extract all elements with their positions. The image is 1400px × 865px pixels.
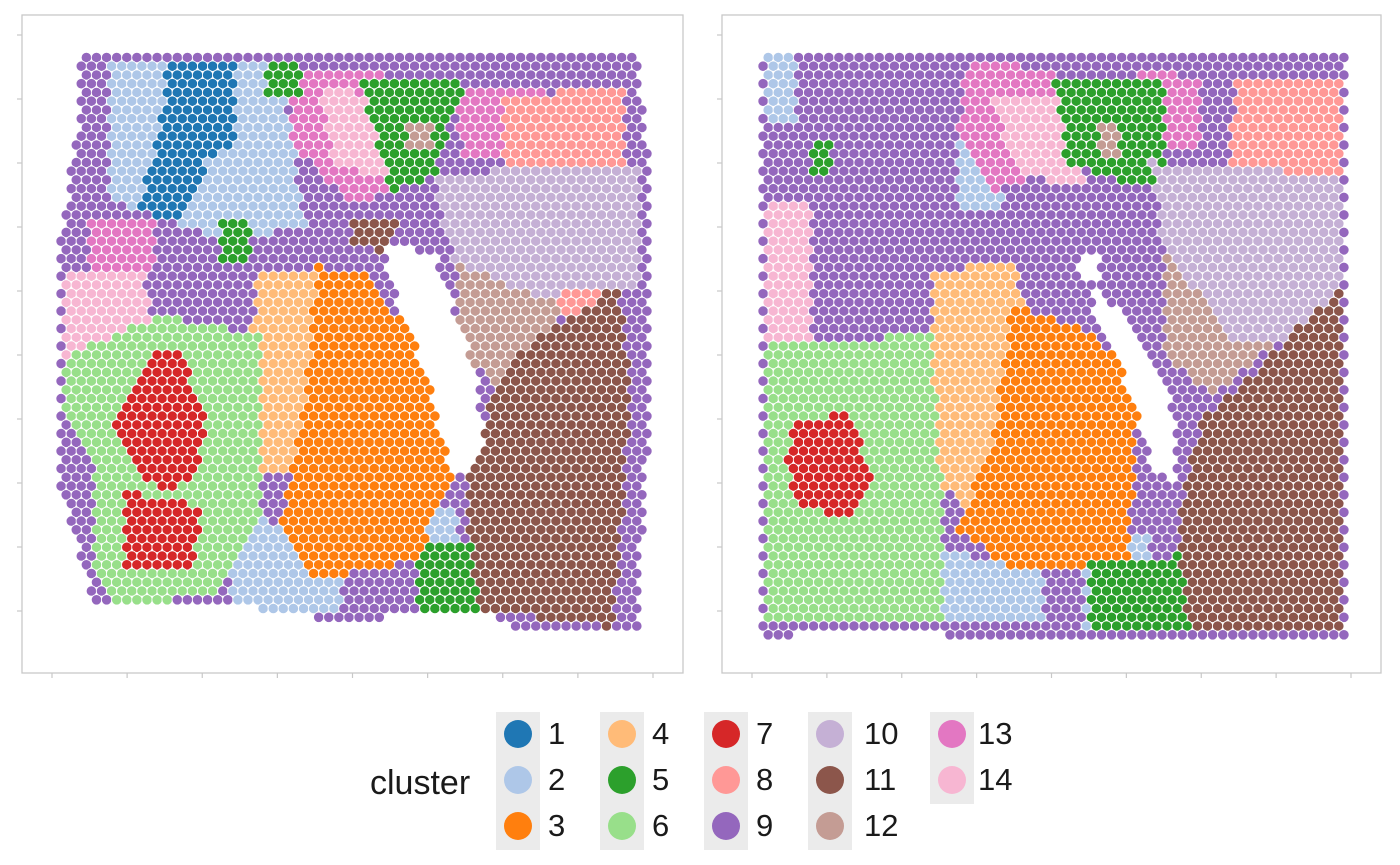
spot bbox=[373, 611, 385, 623]
spot bbox=[580, 620, 592, 632]
spot bbox=[398, 235, 411, 247]
spot bbox=[388, 602, 400, 615]
spot bbox=[202, 594, 214, 606]
spot bbox=[494, 611, 507, 623]
spot bbox=[111, 594, 123, 606]
spot bbox=[388, 235, 400, 247]
spot bbox=[600, 620, 613, 632]
spot bbox=[242, 594, 254, 606]
spot bbox=[590, 620, 603, 632]
spot bbox=[636, 104, 648, 116]
spot bbox=[267, 602, 279, 615]
spot bbox=[509, 620, 522, 632]
spot bbox=[1085, 244, 1098, 256]
spot bbox=[621, 620, 633, 632]
spot bbox=[636, 174, 648, 186]
spot bbox=[429, 602, 441, 615]
spot bbox=[101, 594, 113, 606]
spot bbox=[540, 620, 552, 632]
spot bbox=[631, 113, 643, 125]
spot bbox=[323, 611, 335, 623]
spot bbox=[419, 602, 431, 615]
spatial-cluster-plots bbox=[17, 14, 1382, 678]
spot bbox=[631, 620, 643, 632]
spot bbox=[90, 594, 103, 606]
spot bbox=[408, 602, 421, 615]
spot bbox=[520, 620, 532, 632]
spot bbox=[641, 183, 653, 195]
spot bbox=[141, 594, 153, 606]
spot bbox=[313, 611, 325, 623]
spot bbox=[636, 156, 648, 169]
spot bbox=[257, 602, 269, 615]
spot bbox=[479, 602, 491, 615]
spot bbox=[161, 594, 173, 606]
spot bbox=[459, 602, 471, 615]
spot bbox=[626, 86, 638, 99]
spot bbox=[530, 620, 542, 632]
spot bbox=[222, 594, 234, 606]
spot bbox=[550, 620, 562, 632]
spot bbox=[439, 602, 451, 615]
spot bbox=[398, 602, 411, 615]
spot bbox=[297, 602, 310, 615]
spot bbox=[631, 60, 643, 72]
spots-layer bbox=[55, 51, 1350, 641]
spot bbox=[626, 51, 638, 64]
spot bbox=[626, 69, 638, 81]
spot bbox=[641, 165, 653, 177]
spot bbox=[353, 611, 365, 623]
spot bbox=[287, 602, 299, 615]
spot bbox=[636, 121, 648, 134]
spot bbox=[232, 594, 244, 606]
spot bbox=[277, 602, 289, 615]
spot bbox=[181, 594, 193, 606]
axis-ticks bbox=[17, 34, 1352, 678]
spot bbox=[363, 611, 375, 623]
spot bbox=[610, 620, 623, 632]
spot bbox=[641, 148, 653, 160]
spot bbox=[191, 594, 204, 606]
spot bbox=[449, 602, 461, 615]
spot bbox=[636, 139, 648, 151]
spot bbox=[151, 594, 163, 606]
spot bbox=[631, 95, 643, 107]
spot bbox=[121, 594, 133, 606]
spot bbox=[631, 78, 643, 90]
spot bbox=[631, 130, 643, 142]
spot bbox=[171, 594, 183, 606]
panel-1-spots bbox=[55, 51, 653, 632]
spot bbox=[212, 594, 224, 606]
spot bbox=[414, 244, 426, 256]
spot bbox=[469, 602, 481, 615]
spot bbox=[343, 611, 355, 623]
spot bbox=[131, 594, 143, 606]
spot bbox=[333, 611, 345, 623]
spot bbox=[424, 244, 436, 256]
panel-2-spots bbox=[757, 51, 1350, 641]
spot bbox=[570, 620, 582, 632]
spot bbox=[560, 620, 572, 632]
